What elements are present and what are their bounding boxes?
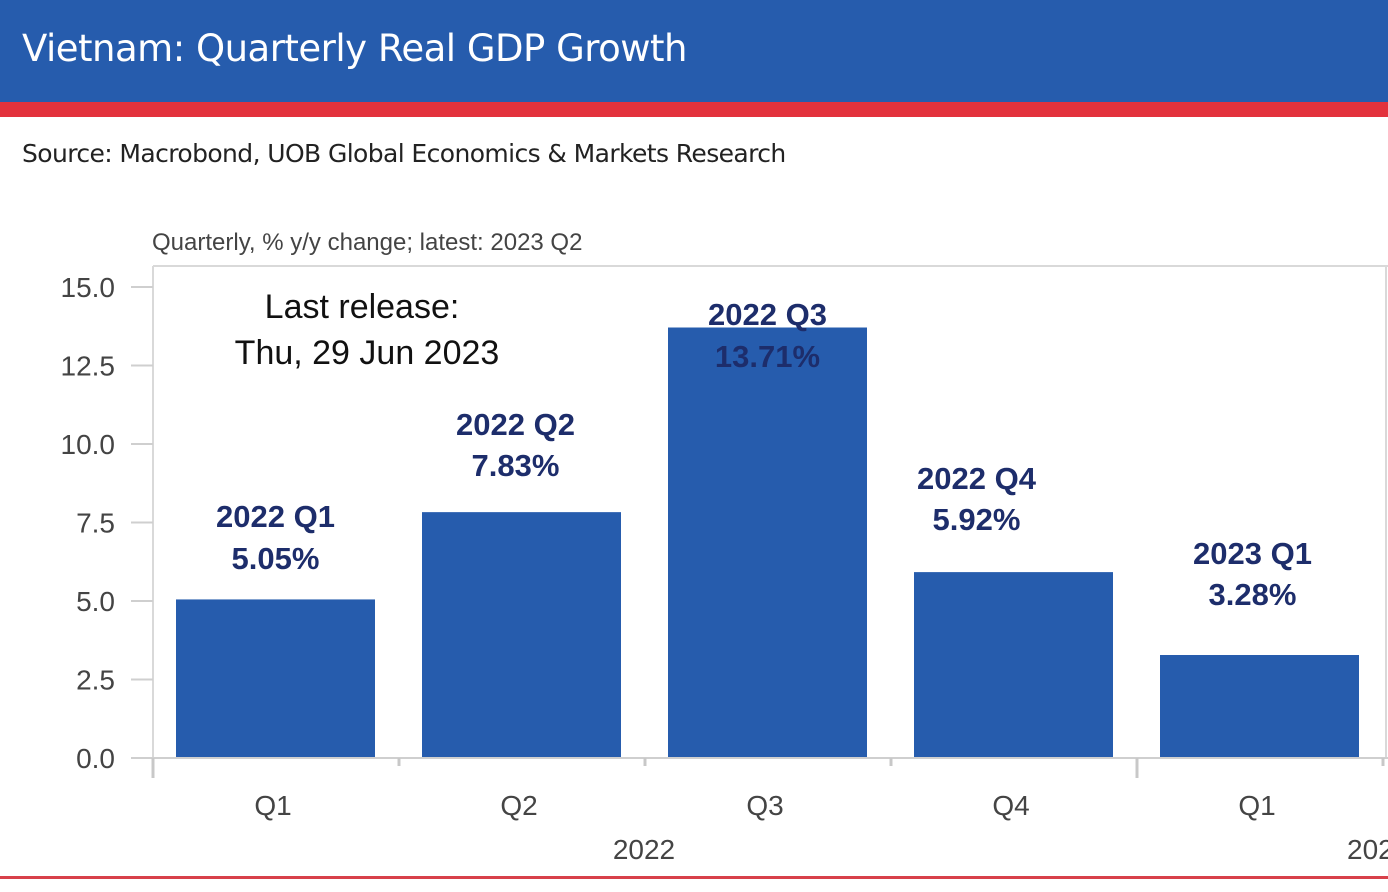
data-label-value: 13.71% [715,339,820,374]
y-tick-label: 2.5 [76,665,115,696]
source-note: Source: Macrobond, UOB Global Economics … [22,139,786,168]
data-label-value: 3.28% [1209,577,1297,612]
bar [668,327,867,758]
x-tick-label: Q2 [500,790,537,821]
data-label-period: 2022 Q1 [216,499,335,534]
data-label-value: 5.05% [232,541,320,576]
y-tick-label: 15.0 [61,272,116,303]
y-tick-label: 12.5 [61,351,116,382]
bottom-rule [0,876,1388,879]
x-tick-label: Q1 [1238,790,1275,821]
chart-header: Vietnam: Quarterly Real GDP Growth [0,0,1388,102]
release-note-line2: Thu, 29 Jun 2023 [235,334,500,372]
x-tick-label: Q4 [992,790,1029,821]
release-note-line1: Last release: [265,288,460,326]
bar [914,572,1113,758]
data-label-period: 2023 Q1 [1193,536,1312,571]
x-year-label: 202 [1347,834,1388,865]
data-label-period: 2022 Q4 [917,461,1037,496]
bars [176,327,1359,758]
bar [176,599,375,758]
header-accent-stripe [0,102,1388,117]
bar [1160,655,1359,758]
data-label-value: 5.92% [933,502,1021,537]
x-tick-label: Q1 [254,790,291,821]
data-labels: 2022 Q1 5.05% 2022 Q2 7.83% 2022 Q3 13.71% 202… [216,297,1312,612]
chart-subtitle: Quarterly, % y/y change; latest: 2023 Q2 [152,229,582,256]
x-axis: Q1 Q2 Q3 Q4 Q1 2022 202 [151,757,1388,865]
x-year-label: 2022 [613,834,675,865]
y-tick-label: 0.0 [76,743,115,774]
x-tick-label: Q3 [746,790,783,821]
data-label-value: 7.83% [472,448,560,483]
data-label-period: 2022 Q3 [708,297,827,332]
y-tick-label: 10.0 [61,429,116,460]
y-tick-label: 5.0 [76,586,115,617]
data-label-period: 2022 Q2 [456,407,575,442]
y-tick-label: 7.5 [76,508,115,539]
y-axis: 0.0 2.5 5.0 7.5 10.0 12.5 15.0 [61,272,153,774]
bar [422,512,621,758]
chart-title: Vietnam: Quarterly Real GDP Growth [22,27,688,70]
